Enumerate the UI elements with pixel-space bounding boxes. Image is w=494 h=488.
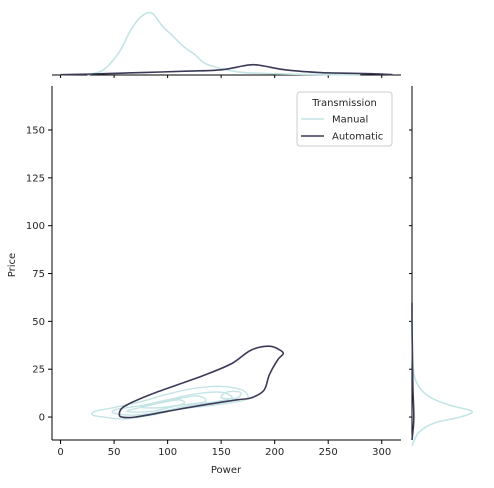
contour-automatic xyxy=(118,345,285,419)
y-tick-label: 150 xyxy=(26,126,45,137)
marginal-x-plot xyxy=(52,11,401,78)
y-tick-label: 125 xyxy=(26,173,45,184)
legend-title: Transmission xyxy=(311,98,377,109)
y-tick-label: 25 xyxy=(32,365,45,376)
contour-manual xyxy=(111,391,233,416)
x-tick-label: 250 xyxy=(319,447,338,458)
x-tick-label: 50 xyxy=(108,447,121,458)
contour-manual xyxy=(126,395,207,413)
x-tick-label: 100 xyxy=(158,447,177,458)
joint-plot xyxy=(91,345,285,420)
marginal-y-density-automatic xyxy=(411,302,415,441)
x-tick-label: 0 xyxy=(57,447,63,458)
y-tick-label: 0 xyxy=(39,413,45,424)
marginal-x-density-manual xyxy=(87,11,361,76)
legend-label-automatic: Automatic xyxy=(332,132,383,143)
x-tick-label: 200 xyxy=(265,447,284,458)
y-axis-label: Price xyxy=(7,253,18,277)
marginal-x-density-automatic xyxy=(60,63,393,76)
contour-manual xyxy=(140,399,186,409)
legend: Transmission Manual Automatic xyxy=(296,91,393,147)
marginal-y-density-manual xyxy=(411,302,473,447)
y-tick-label: 100 xyxy=(26,221,45,232)
y-tick-label: 50 xyxy=(32,317,45,328)
y-tick-label: 75 xyxy=(32,269,45,280)
legend-label-manual: Manual xyxy=(332,115,368,126)
x-tick-label: 150 xyxy=(212,447,231,458)
marginal-y-plot xyxy=(409,86,473,447)
x-axis-label: Power xyxy=(211,465,242,476)
legend-frame xyxy=(296,91,393,147)
x-tick-label: 300 xyxy=(372,447,391,458)
axes: 0 50 100 150 200 250 300 0 25 50 75 100 125 150 xyxy=(26,86,401,458)
contour-manual xyxy=(220,390,242,400)
